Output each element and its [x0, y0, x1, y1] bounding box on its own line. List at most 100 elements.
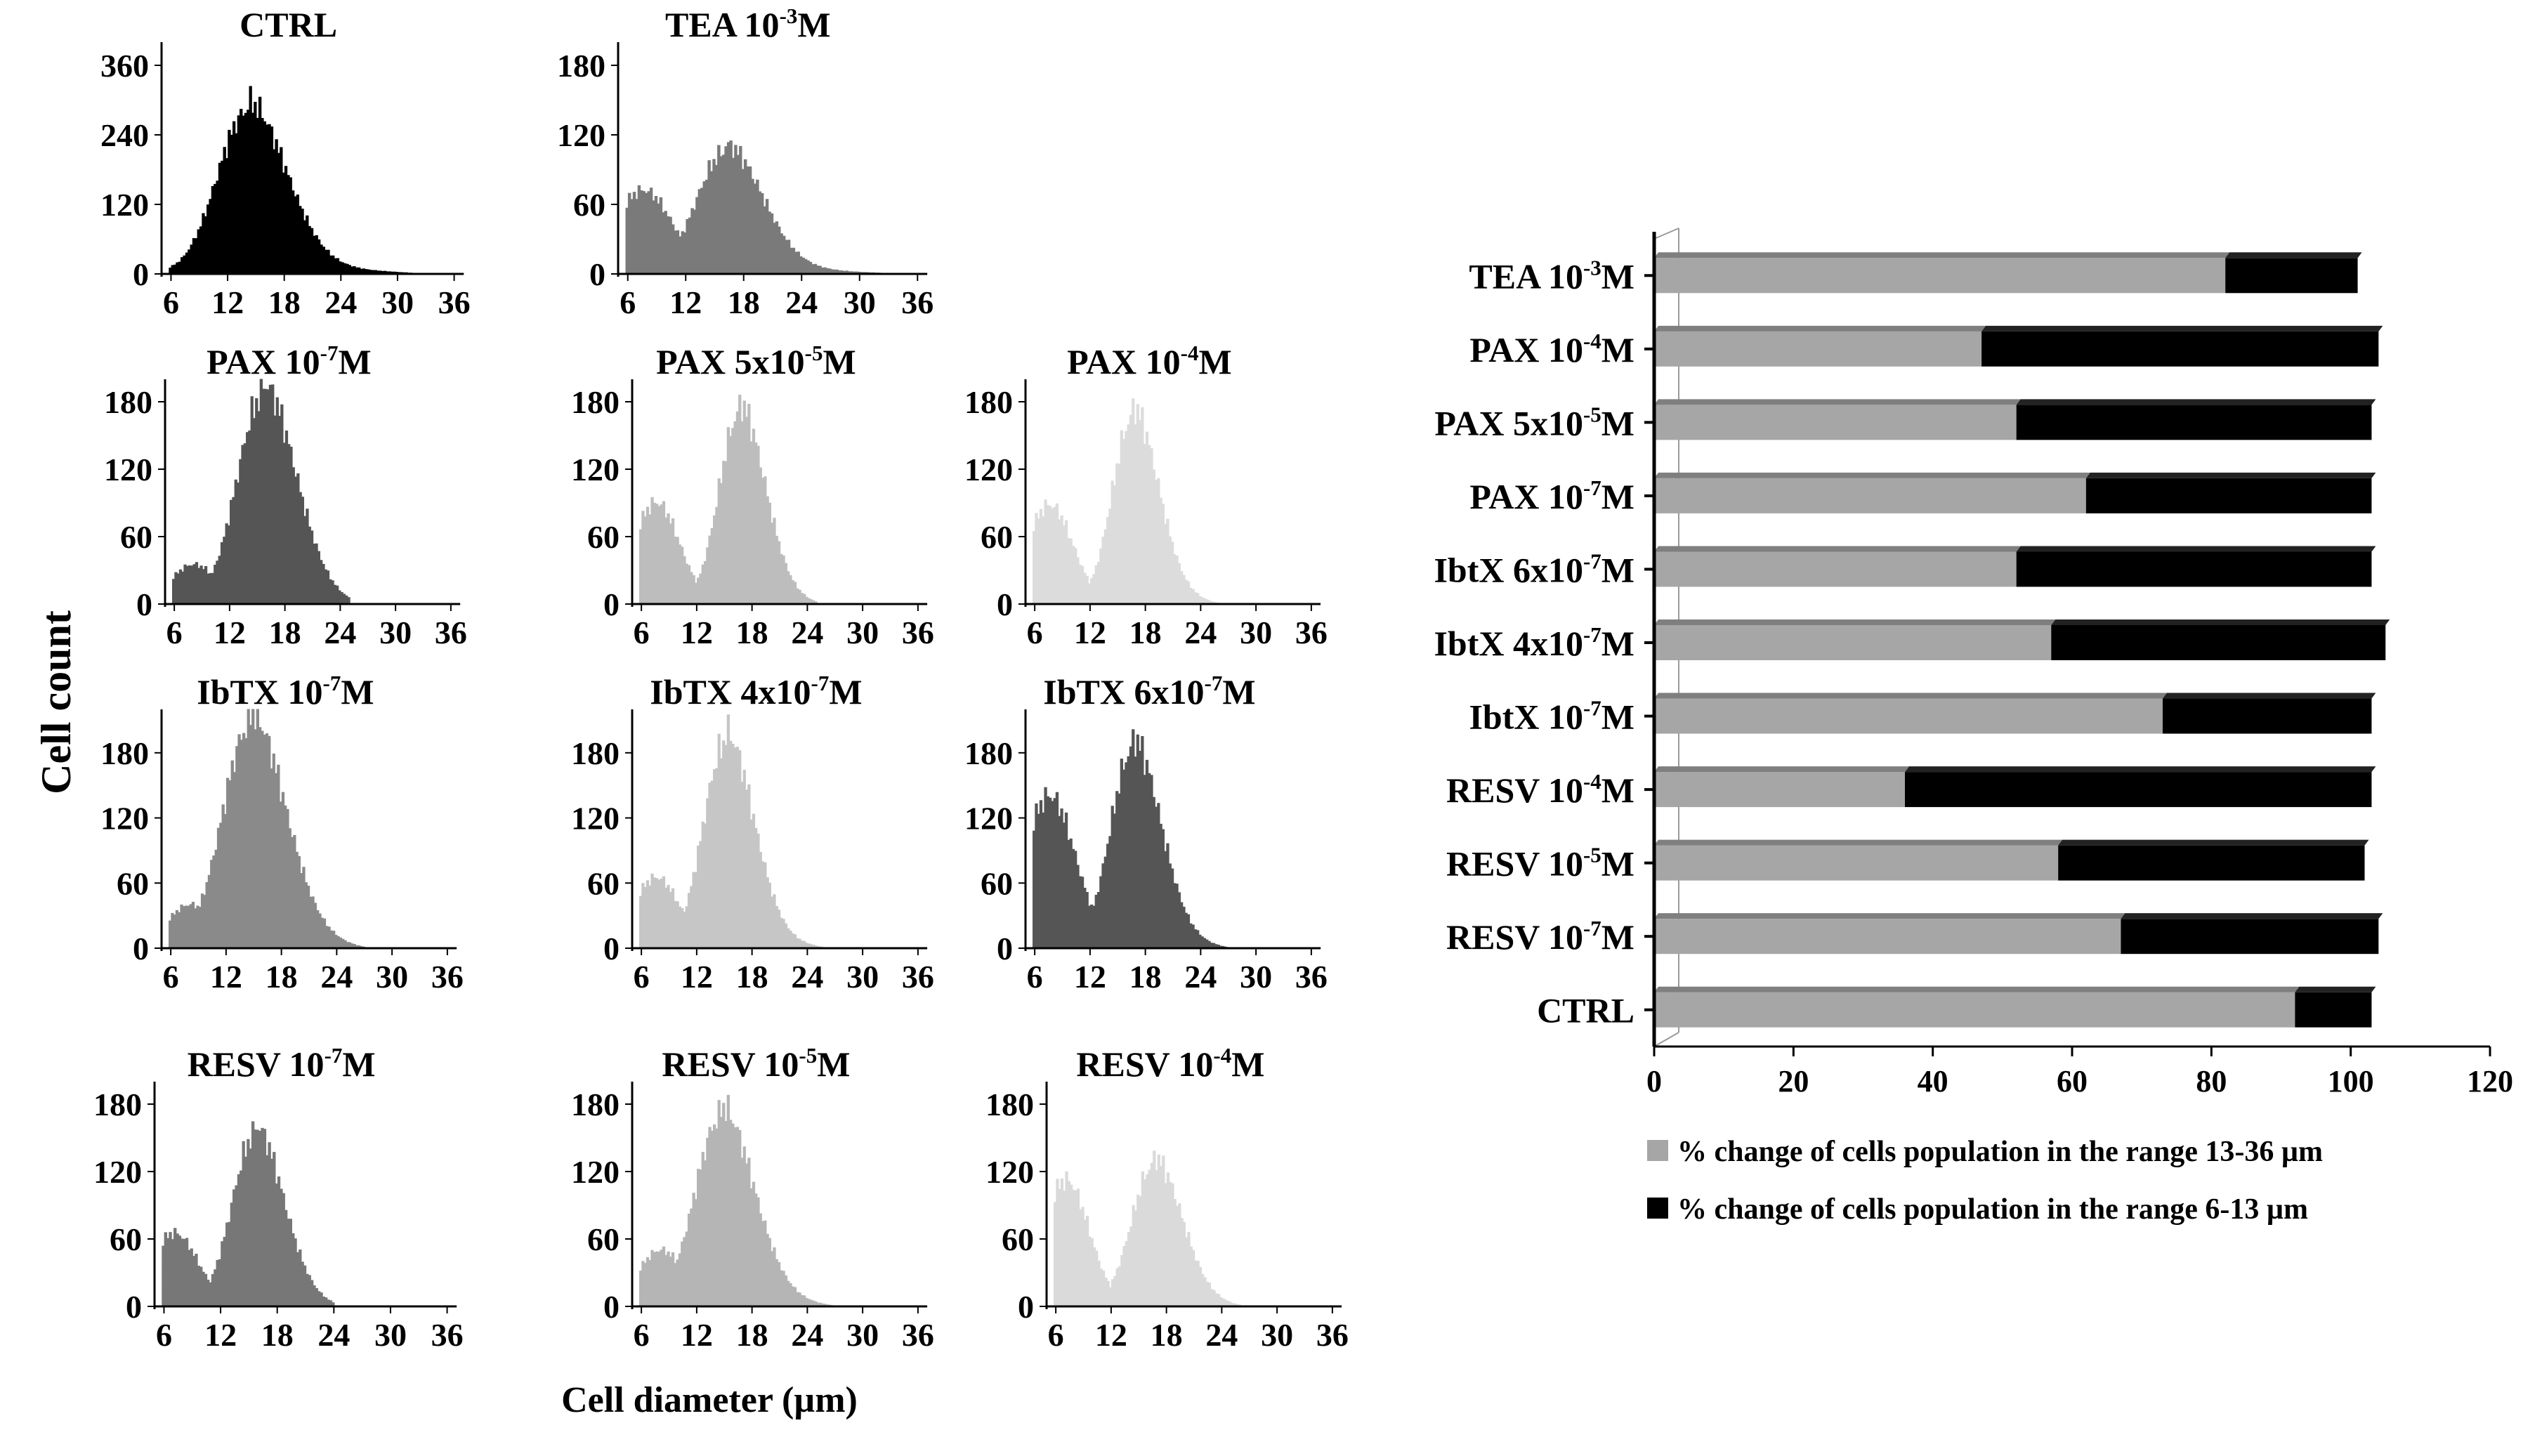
x-tick-label: 12	[1095, 1317, 1127, 1353]
x-tick-label: 0	[1646, 1064, 1662, 1098]
bar-top-face	[1654, 472, 2090, 478]
x-tick-label: 18	[728, 284, 760, 320]
bar-segment-6-13	[1981, 331, 2379, 367]
bar-segment-13-36	[1654, 625, 2052, 660]
bar-segment-13-36	[1654, 919, 2121, 955]
x-tick-label: 12	[681, 959, 713, 995]
y-tick-label: 120	[100, 801, 149, 837]
panel-title: PAX 10-7M	[207, 341, 372, 381]
x-tick-label: 6	[1048, 1317, 1064, 1353]
y-tick-label: 60	[587, 865, 620, 901]
x-tick-label: 120	[2467, 1064, 2513, 1098]
y-tick-label: 60	[587, 519, 620, 555]
category-label: RESV 10-7M	[1446, 916, 1634, 957]
histogram-area	[169, 86, 464, 275]
panel-title: RESV 10-5M	[662, 1043, 850, 1084]
y-tick-label: 120	[571, 1154, 620, 1190]
x-tick-label: 18	[268, 284, 301, 320]
histogram-area	[1033, 398, 1321, 605]
bar-top-face	[1654, 619, 2056, 625]
x-tick-label: 30	[846, 959, 879, 995]
x-tick-label: 36	[431, 959, 464, 995]
histogram-panel: RESV 10-5M 6 12 18 24 30 36 0 60 120 180	[571, 1043, 934, 1353]
category-label: CTRL	[1537, 991, 1634, 1030]
panel-title: IbTX 10-7M	[197, 671, 374, 711]
x-tick-label: 6	[163, 959, 179, 995]
histogram-panel: PAX 5x10-5M 6 12 18 24 30 36 0 60 120 180	[571, 341, 934, 650]
y-tick-label: 0	[126, 1289, 142, 1325]
y-tick-label: 60	[981, 519, 1013, 555]
x-tick-label: 36	[901, 284, 933, 320]
x-tick-label: 12	[669, 284, 702, 320]
x-tick-label: 18	[269, 615, 301, 650]
x-tick-label: 12	[681, 615, 713, 650]
y-tick-label: 60	[587, 1221, 620, 1257]
histogram-area	[639, 395, 928, 605]
x-tick-label: 6	[634, 959, 650, 995]
x-tick-label: 18	[1129, 959, 1162, 995]
bar-top-face	[2162, 693, 2376, 699]
x-tick-label: 12	[210, 959, 242, 995]
x-tick-label: 18	[1129, 615, 1162, 650]
histogram-area	[639, 714, 928, 949]
back-wall-edge	[1653, 228, 1679, 240]
y-tick-label: 180	[571, 1087, 620, 1122]
bar-segment-6-13	[2295, 992, 2372, 1028]
x-tick-label: 24	[785, 284, 818, 320]
x-tick-label: 18	[1151, 1317, 1183, 1353]
x-tick-label: 6	[1027, 959, 1043, 995]
histogram-panel: PAX 10-7M 6 12 18 24 30 36 0 60 120 180	[104, 341, 467, 650]
y-tick-label: 120	[985, 1154, 1034, 1190]
bar-segment-13-36	[1654, 772, 1905, 808]
bar-top-face	[2016, 546, 2376, 552]
bar-top-face	[1654, 913, 2125, 919]
x-tick-label: 18	[261, 1317, 294, 1353]
bar-top-face	[1654, 546, 2021, 552]
x-tick-label: 100	[2328, 1064, 2374, 1098]
x-tick-label: 36	[1295, 615, 1328, 650]
category-label: PAX 10-4M	[1469, 329, 1634, 369]
bar-segment-13-36	[1654, 258, 2226, 294]
bar-segment-6-13	[2051, 625, 2386, 660]
y-tick-label: 180	[964, 384, 1013, 420]
x-tick-label: 12	[1074, 959, 1106, 995]
bar-top-face	[2295, 986, 2376, 992]
histogram-area	[1054, 1150, 1342, 1307]
histogram-panel: IbTX 4x10-7M 6 12 18 24 30 36 0 60 120 180	[571, 671, 934, 995]
bar-top-face	[1654, 325, 1986, 332]
x-tick-label: 30	[379, 615, 412, 650]
category-label: IbtX 10-7M	[1469, 696, 1634, 737]
legend-swatch	[1647, 1198, 1668, 1219]
bar-segment-13-36	[1654, 992, 2295, 1028]
bar-top-face	[2058, 839, 2369, 846]
y-tick-label: 60	[1002, 1221, 1034, 1257]
bar-segment-6-13	[2121, 919, 2379, 955]
y-tick-label: 0	[589, 256, 605, 292]
x-tick-label: 60	[2057, 1064, 2088, 1098]
panel-title: PAX 10-4M	[1067, 341, 1232, 381]
category-label: TEA 10-3M	[1469, 255, 1634, 296]
bar-top-face	[1654, 839, 2063, 846]
x-tick-label: 30	[1240, 615, 1272, 650]
panel-title: RESV 10-7M	[188, 1043, 376, 1084]
bar-segment-6-13	[2085, 478, 2372, 513]
x-tick-label: 30	[846, 615, 879, 650]
x-tick-label: 12	[211, 284, 244, 320]
y-tick-label: 0	[997, 586, 1013, 622]
x-tick-label: 36	[435, 615, 467, 650]
x-tick-label: 24	[320, 959, 353, 995]
x-tick-label: 30	[376, 959, 408, 995]
y-tick-label: 0	[1018, 1289, 1034, 1325]
y-tick-label: 0	[603, 1289, 620, 1325]
bar-segment-6-13	[2016, 405, 2372, 440]
bar-segment-13-36	[1654, 478, 2086, 513]
x-tick-label: 30	[374, 1317, 407, 1353]
histogram-area	[172, 379, 461, 605]
legend-label: % change of cells population in the rang…	[1677, 1193, 2308, 1226]
x-tick-label: 36	[902, 1317, 934, 1353]
y-tick-label: 120	[571, 801, 620, 837]
category-label: PAX 10-7M	[1469, 476, 1634, 516]
bar-top-face	[1654, 693, 2167, 699]
